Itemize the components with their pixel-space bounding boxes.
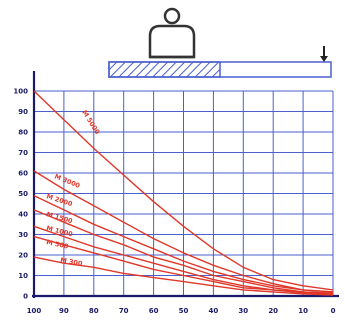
y-tick-label: 70 [18, 149, 28, 157]
magnet-diagram [108, 7, 332, 78]
x-tick-label: 30 [238, 307, 248, 315]
series-line [33, 235, 334, 295]
y-tick-label: 30 [18, 231, 28, 239]
series-label: M 2000 [45, 192, 73, 208]
series-line [33, 209, 334, 294]
load-plate-hatched [108, 61, 221, 78]
y-tick-label: 50 [18, 190, 28, 198]
y-tick-label: 20 [18, 252, 28, 260]
series-label: M 1000 [46, 224, 74, 238]
x-tick-label: 10 [298, 307, 308, 315]
x-tick-label: 50 [179, 307, 189, 315]
x-tick-label: 60 [149, 307, 159, 315]
y-tick-label: 60 [18, 170, 28, 178]
x-tick-label: 20 [268, 307, 278, 315]
series-line [33, 256, 334, 296]
series-line [33, 194, 334, 293]
y-tick-label: 90 [18, 108, 28, 116]
magnet-handle-icon [163, 7, 181, 25]
down-arrow-head [320, 56, 328, 62]
x-tick-label: 90 [59, 307, 69, 315]
series-label: M 3000 [53, 172, 81, 190]
x-tick-label: 80 [89, 307, 99, 315]
series-line [33, 90, 334, 291]
series-label: M 500 [46, 238, 70, 251]
x-tick-label: 100 [27, 307, 42, 315]
x-tick-label: 0 [331, 307, 336, 315]
lifting-magnet-icon [148, 24, 196, 59]
y-tick-label: 0 [23, 293, 28, 301]
series-line [33, 170, 334, 293]
x-tick-label: 70 [119, 307, 129, 315]
y-tick-label: 100 [13, 88, 28, 96]
y-tick-label: 40 [18, 211, 28, 219]
series-label: M 300 [60, 256, 84, 268]
x-tick-label: 40 [209, 307, 219, 315]
y-tick-label: 80 [18, 129, 28, 137]
y-tick-label: 10 [18, 272, 28, 280]
